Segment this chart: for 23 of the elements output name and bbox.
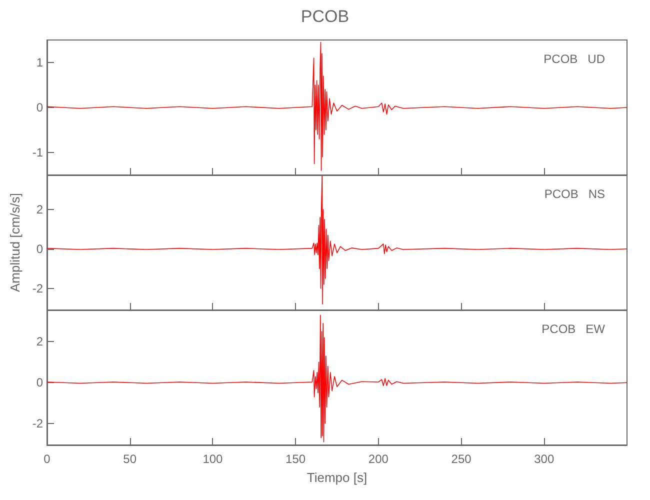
line-series xyxy=(46,42,628,171)
y-tick-label: 0 xyxy=(36,376,44,390)
y-tick-label: 2 xyxy=(36,334,44,349)
y-axis-title: Amplitud [cm/s/s] xyxy=(7,193,22,292)
y-tick-label: -2 xyxy=(32,281,44,296)
y-tick-label: 2 xyxy=(36,202,44,216)
chart-title: PCOB xyxy=(300,7,350,26)
annotation: PCOB NS xyxy=(544,187,606,201)
x-tick-label: 250 xyxy=(451,452,472,466)
x-tick-label: 200 xyxy=(368,452,389,466)
annotation: PCOB EW xyxy=(542,322,606,336)
y-tick-label: -1 xyxy=(32,146,44,160)
y-tick-label: 0 xyxy=(36,100,44,114)
y-tick-label: 1 xyxy=(36,56,44,70)
y-tick-label: -2 xyxy=(32,416,44,431)
line-series xyxy=(46,314,628,442)
y-tick-label: 0 xyxy=(36,242,44,256)
x-axis-title: Tiempo [s] xyxy=(306,470,368,485)
x-tick-label: 150 xyxy=(286,452,306,466)
annotation: PCOB UD xyxy=(544,52,606,66)
x-tick-label: 100 xyxy=(202,452,224,466)
x-tick-label: 50 xyxy=(123,452,137,466)
x-tick-label: 300 xyxy=(534,452,554,466)
